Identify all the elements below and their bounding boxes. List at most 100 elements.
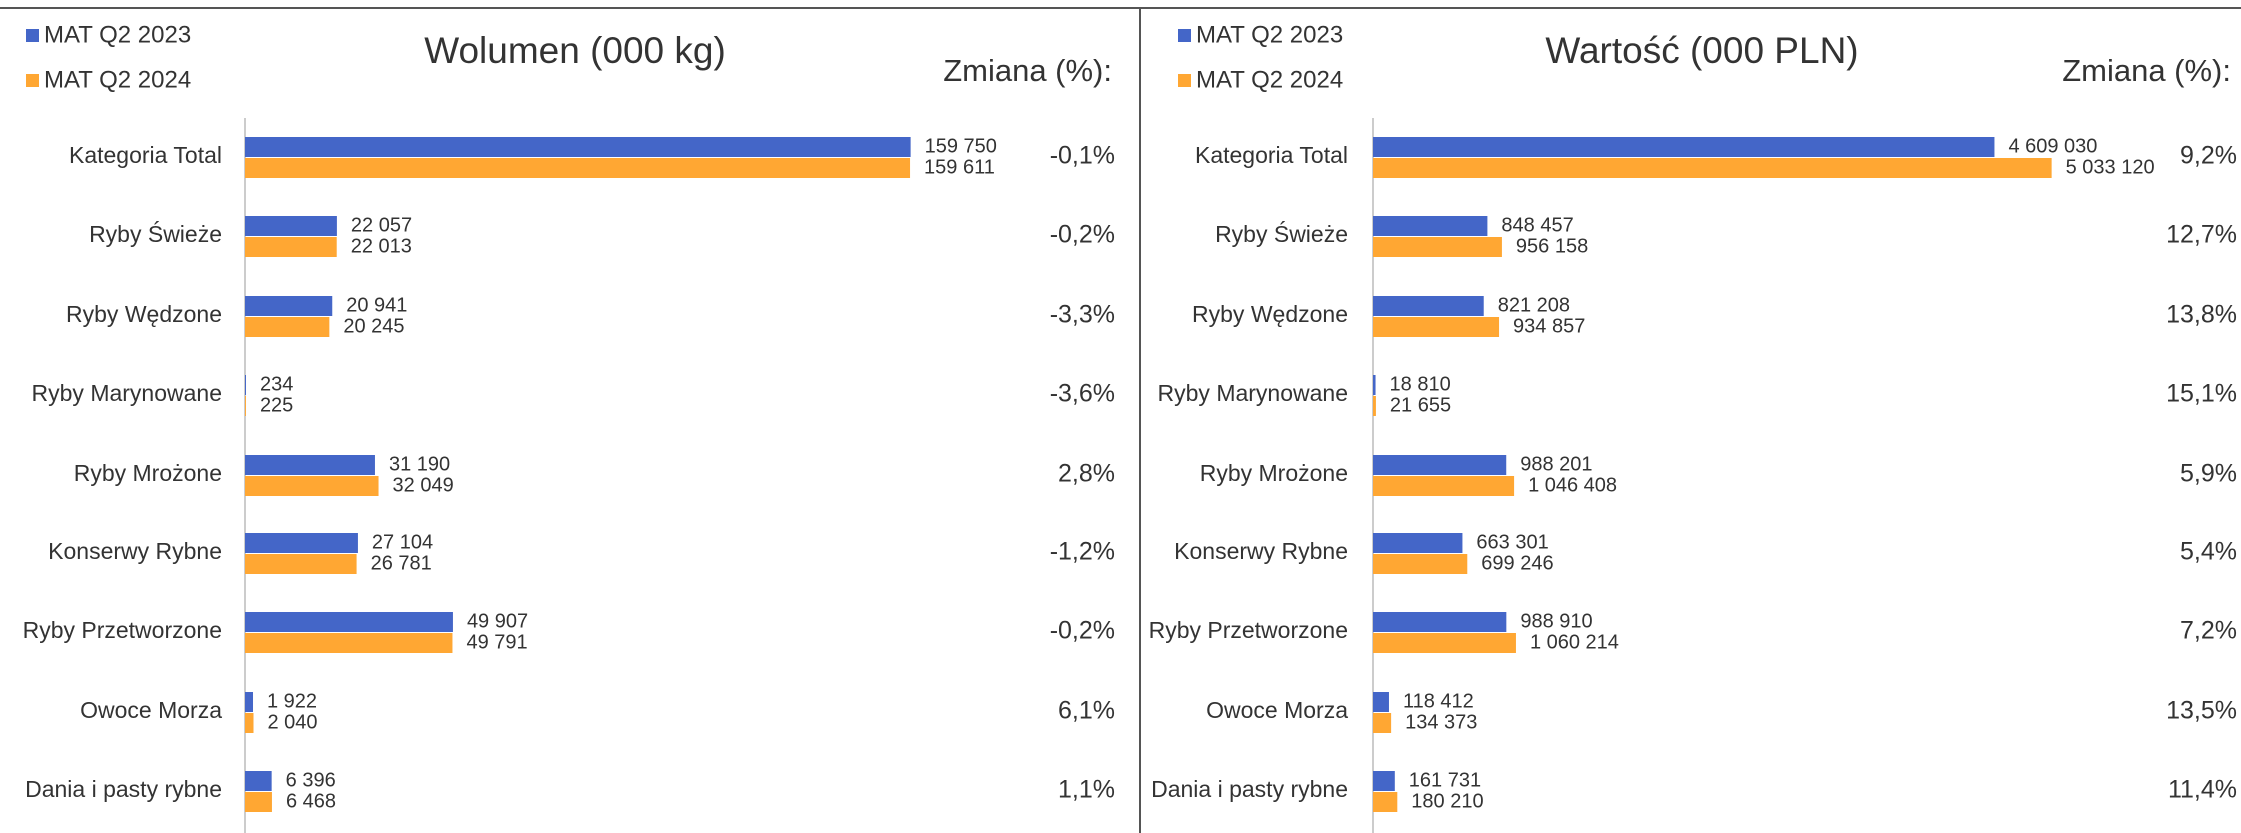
bar bbox=[1373, 158, 2052, 178]
bar bbox=[1373, 533, 1463, 553]
category-label: Ryby Świeże bbox=[89, 220, 222, 247]
bar bbox=[1373, 296, 1484, 316]
bar bbox=[1373, 771, 1395, 791]
chart-title: Wartość (000 PLN) bbox=[1545, 30, 1858, 71]
change-value: 12,7% bbox=[2166, 221, 2237, 249]
change-value: -0,2% bbox=[1050, 617, 1115, 645]
change-value: -0,1% bbox=[1050, 142, 1115, 170]
change-value: -3,6% bbox=[1050, 380, 1115, 408]
value-label: 1 060 214 bbox=[1530, 631, 1619, 653]
value-label: 49 791 bbox=[466, 631, 527, 653]
value-label: 1 046 408 bbox=[1528, 474, 1617, 496]
bar bbox=[245, 158, 911, 178]
chart-title: Wolumen (000 kg) bbox=[424, 30, 726, 71]
bar bbox=[1373, 476, 1515, 496]
category-label: Kategoria Total bbox=[69, 142, 222, 168]
category-label: Ryby Przetworzone bbox=[23, 617, 222, 643]
value-label: 988 910 bbox=[1520, 610, 1592, 632]
bar bbox=[1373, 396, 1376, 416]
value-label: 1 922 bbox=[267, 690, 317, 712]
bar bbox=[1373, 137, 1995, 157]
bar bbox=[245, 792, 272, 812]
bar bbox=[1373, 375, 1376, 395]
value-label: 21 655 bbox=[1390, 394, 1451, 416]
legend-label: MAT Q2 2024 bbox=[1196, 66, 1343, 93]
category-label: Ryby Wędzone bbox=[1192, 301, 1348, 327]
bar bbox=[245, 375, 246, 395]
value-label: 821 208 bbox=[1498, 294, 1570, 316]
value-label: 5 033 120 bbox=[2066, 156, 2155, 178]
change-value: 13,5% bbox=[2166, 697, 2237, 725]
change-value: 5,4% bbox=[2180, 538, 2237, 566]
value-label: 27 104 bbox=[372, 531, 433, 553]
bar bbox=[1373, 216, 1488, 236]
bar bbox=[1373, 713, 1392, 733]
bar bbox=[1373, 554, 1468, 574]
value-label: 225 bbox=[260, 394, 293, 416]
value-label: 49 907 bbox=[467, 610, 528, 632]
change-value: 5,9% bbox=[2180, 460, 2237, 488]
change-value: 1,1% bbox=[1058, 776, 1115, 804]
legend-swatch bbox=[26, 74, 39, 87]
category-label: Ryby Marynowane bbox=[32, 380, 222, 406]
value-label: 6 396 bbox=[286, 769, 336, 791]
bar bbox=[245, 533, 358, 553]
bar bbox=[245, 476, 379, 496]
value-label: 934 857 bbox=[1513, 315, 1585, 337]
value-label: 234 bbox=[260, 373, 293, 395]
value-label: 956 158 bbox=[1516, 235, 1588, 257]
change-value: 9,2% bbox=[2180, 142, 2237, 170]
change-value: 13,8% bbox=[2166, 301, 2237, 329]
change-value: 11,4% bbox=[2168, 776, 2237, 804]
value-label: 20 245 bbox=[343, 315, 404, 337]
legend-swatch bbox=[1178, 29, 1191, 42]
change-header: Zmiana (%): bbox=[2062, 53, 2231, 88]
bar bbox=[245, 554, 357, 574]
value-label: 20 941 bbox=[346, 294, 407, 316]
value-label: 699 246 bbox=[1481, 552, 1553, 574]
category-label: Konserwy Rybne bbox=[1174, 538, 1348, 564]
bar bbox=[1373, 237, 1502, 257]
value-label: 31 190 bbox=[389, 453, 450, 475]
bar bbox=[245, 633, 453, 653]
category-label: Dania i pasty rybne bbox=[1151, 776, 1348, 802]
bar bbox=[1373, 692, 1389, 712]
value-label: 22 057 bbox=[351, 214, 412, 236]
value-label: 159 750 bbox=[925, 135, 997, 157]
value-label: 6 468 bbox=[286, 790, 336, 812]
category-label: Ryby Mrożone bbox=[74, 460, 222, 486]
value-label: 22 013 bbox=[351, 235, 412, 257]
bar bbox=[245, 455, 375, 475]
bar bbox=[245, 692, 254, 712]
change-value: -3,3% bbox=[1050, 301, 1115, 329]
category-label: Ryby Mrożone bbox=[1200, 460, 1348, 486]
value-label: 2 040 bbox=[268, 711, 318, 733]
category-label: Owoce Morza bbox=[1206, 697, 1348, 723]
change-value: 2,8% bbox=[1058, 460, 1115, 488]
value-label: 180 210 bbox=[1411, 790, 1483, 812]
category-label: Owoce Morza bbox=[80, 697, 222, 723]
legend-label: MAT Q2 2023 bbox=[44, 21, 191, 48]
change-value: 6,1% bbox=[1058, 697, 1115, 725]
value-label: 161 731 bbox=[1409, 769, 1481, 791]
category-label: Ryby Świeże bbox=[1215, 220, 1348, 247]
bar bbox=[245, 771, 272, 791]
change-value: -1,2% bbox=[1050, 538, 1115, 566]
bar bbox=[245, 713, 254, 733]
bar bbox=[1373, 455, 1507, 475]
value-label: 134 373 bbox=[1405, 711, 1477, 733]
legend-swatch bbox=[1178, 74, 1191, 87]
value-label: 159 611 bbox=[924, 156, 995, 178]
value-label: 118 412 bbox=[1403, 690, 1474, 712]
bar bbox=[245, 216, 337, 236]
bar bbox=[245, 612, 453, 632]
bar bbox=[245, 396, 246, 416]
change-header: Zmiana (%): bbox=[943, 53, 1112, 88]
change-value: 15,1% bbox=[2166, 380, 2237, 408]
category-label: Ryby Marynowane bbox=[1158, 380, 1348, 406]
category-label: Ryby Wędzone bbox=[66, 301, 222, 327]
value-label: 988 201 bbox=[1520, 453, 1592, 475]
change-value: -0,2% bbox=[1050, 221, 1115, 249]
bar bbox=[1373, 317, 1500, 337]
